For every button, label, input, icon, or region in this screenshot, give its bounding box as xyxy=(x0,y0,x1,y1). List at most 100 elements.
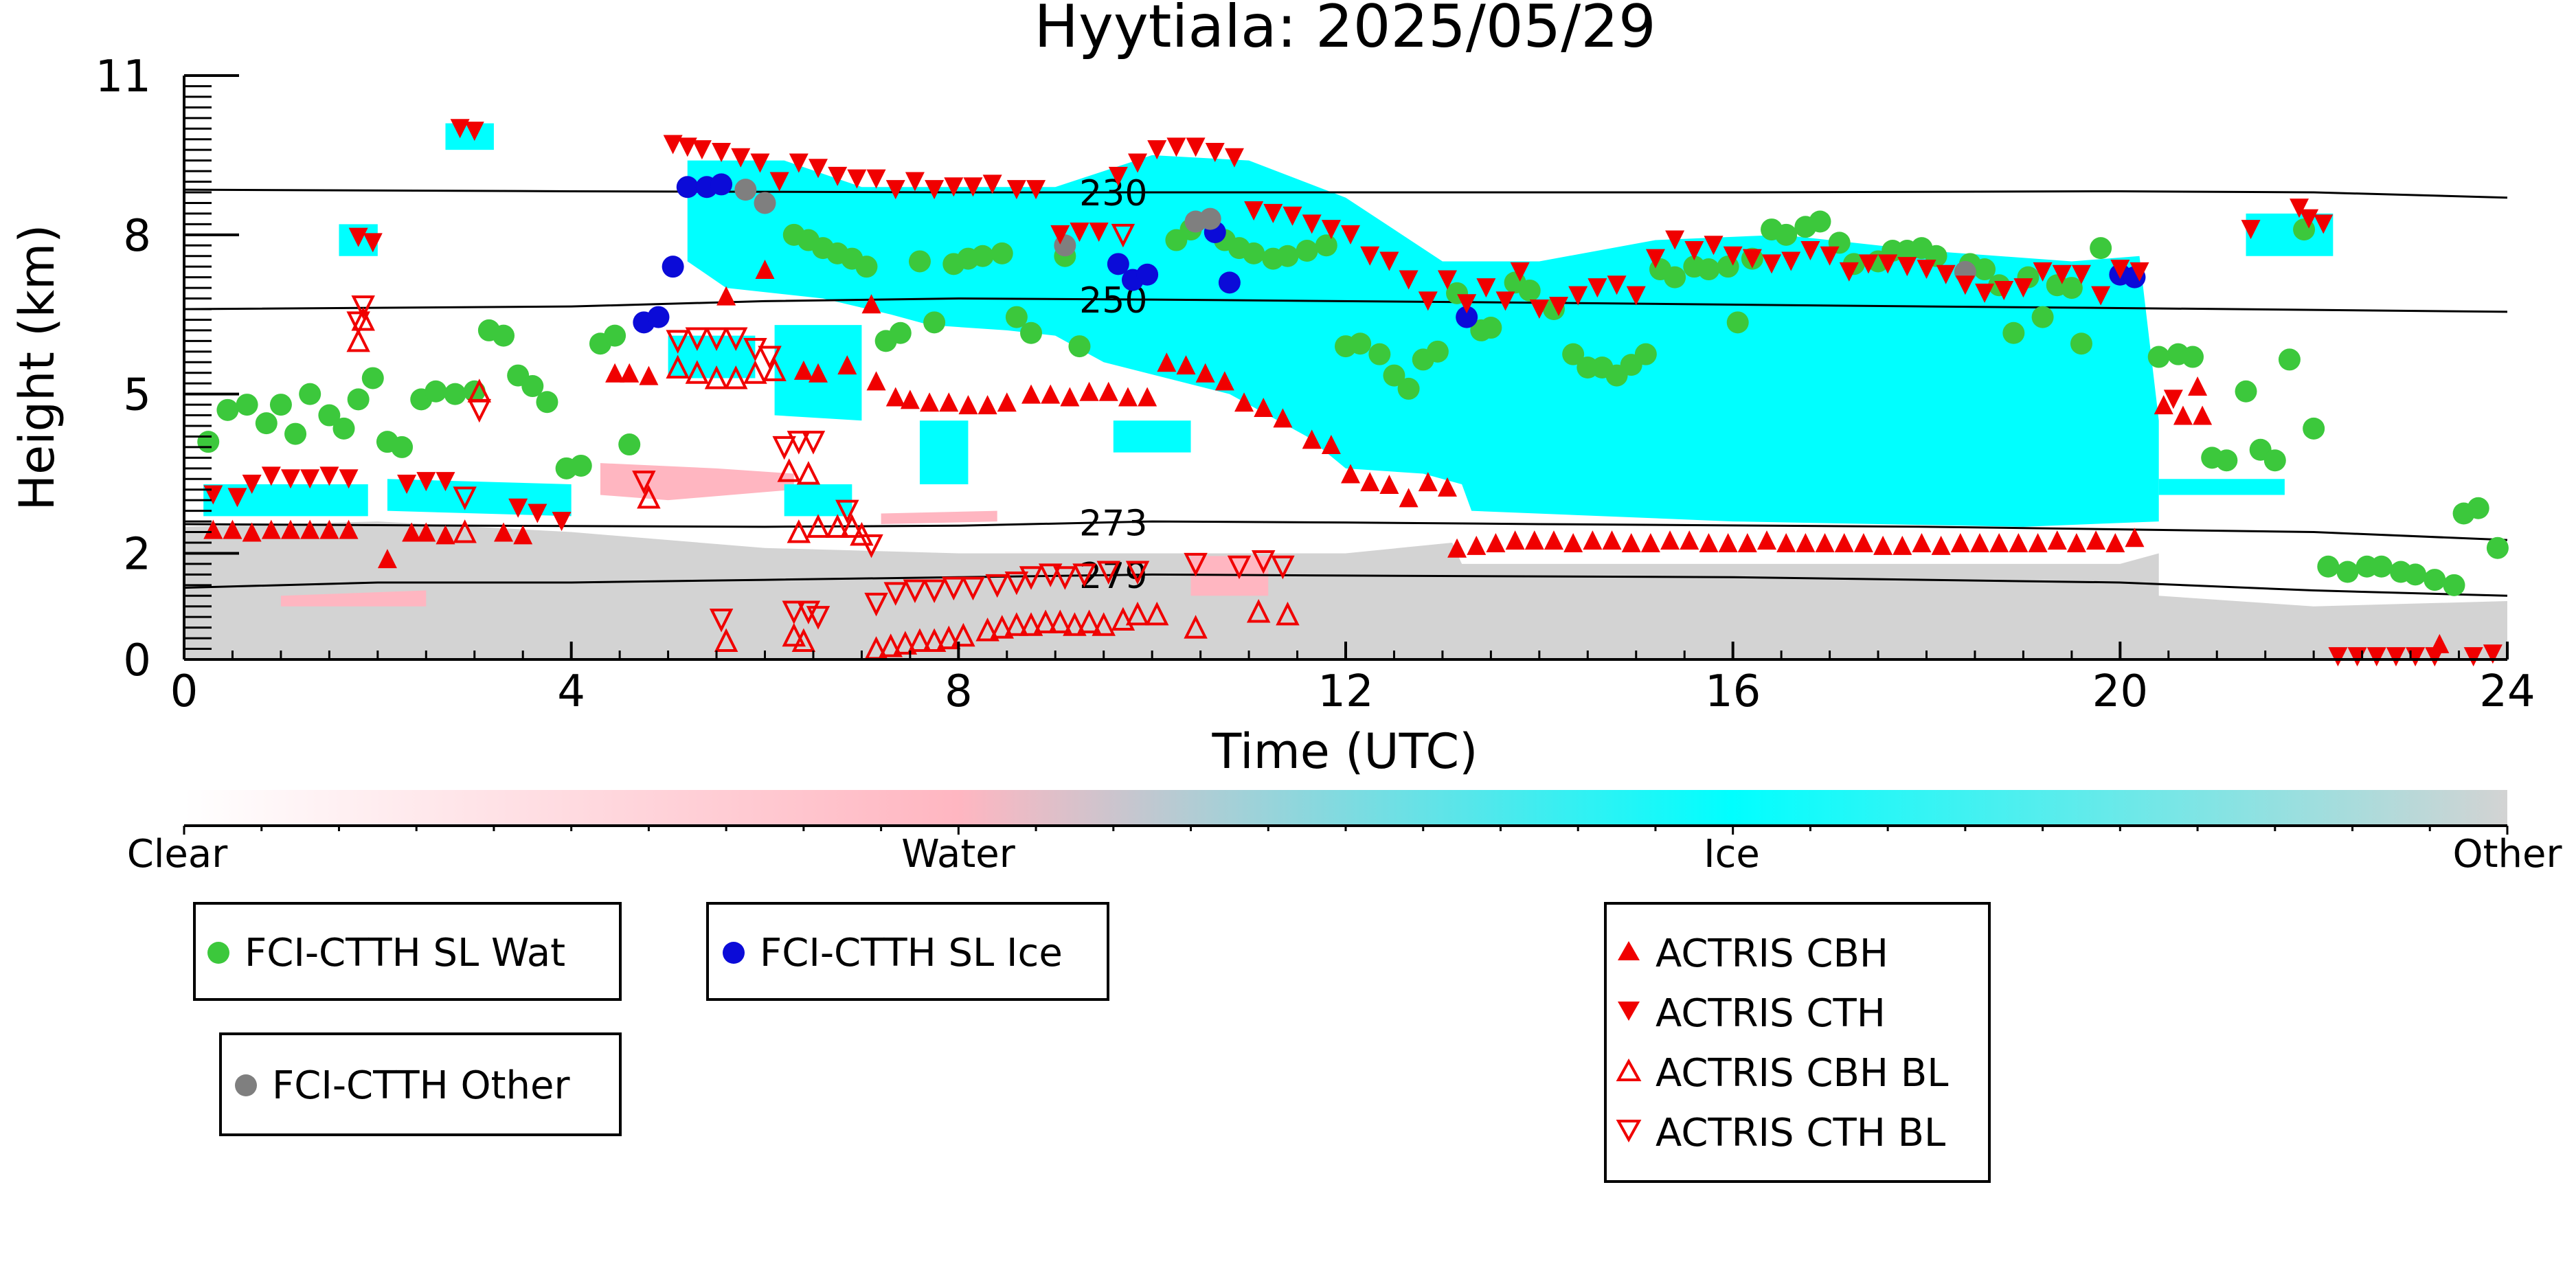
legend-fci-wat: FCI-CTTH SL Wat xyxy=(193,902,622,1001)
marker-actris-cbh xyxy=(1931,535,1951,555)
marker-fci-ctth-sl-wat xyxy=(2467,497,2489,519)
marker-actris-cbh-bl xyxy=(762,357,787,381)
isotherm-line xyxy=(183,188,2508,199)
legend-label-actris-cbh: ACTRIS CBH xyxy=(1656,931,1888,976)
marker-actris-cth xyxy=(828,166,848,186)
chart-title: Hyytiala: 2025/05/29 xyxy=(1034,0,1656,61)
marker-actris-cth xyxy=(1742,249,1762,269)
marker-actris-cth xyxy=(2163,389,2183,409)
marker-actris-cbh-bl xyxy=(1125,601,1150,626)
marker-actris-cth-bl xyxy=(351,295,375,319)
marker-actris-cth xyxy=(1626,286,1646,306)
marker-fci-ctth-sl-wat xyxy=(855,256,878,278)
marker-fci-ctth-sl-wat xyxy=(425,380,447,403)
marker-actris-cth xyxy=(436,472,455,492)
marker-actris-cbh xyxy=(605,363,625,383)
marker-actris-cth xyxy=(2110,260,2130,280)
marker-actris-cth xyxy=(1781,251,1801,271)
marker-actris-cth-bl xyxy=(985,574,1009,598)
marker-actris-cbh xyxy=(2047,530,2067,550)
marker-fci-ctth-sl-wat xyxy=(2060,277,2083,300)
marker-actris-cbh xyxy=(1447,538,1467,558)
marker-fci-ctth-sl-ice xyxy=(1107,253,1129,275)
marker-actris-cth-bl xyxy=(942,576,966,601)
marker-actris-cth xyxy=(1050,225,1070,245)
y-tick-label: 0 xyxy=(123,635,151,686)
legend-label-actris-cth-bl: ACTRIS CTH BL xyxy=(1656,1111,1945,1155)
marker-actris-cth xyxy=(925,180,945,200)
marker-actris-cbh xyxy=(1138,387,1157,407)
marker-actris-cbh-bl xyxy=(990,615,1014,639)
marker-actris-cth xyxy=(1495,291,1515,311)
marker-actris-cbh xyxy=(261,519,281,539)
marker-actris-cbh xyxy=(1418,472,1438,492)
marker-actris-cth xyxy=(1878,254,1898,274)
marker-actris-cbh xyxy=(1060,387,1080,407)
marker-actris-cth-bl xyxy=(346,311,370,335)
marker-actris-cth xyxy=(2425,647,2445,667)
marker-actris-cth-bl xyxy=(835,499,859,524)
marker-actris-cth xyxy=(1418,291,1438,311)
legend-marker-fci-wat xyxy=(207,942,229,964)
marker-actris-cth xyxy=(2241,220,2261,240)
legend-marker-actris-cth xyxy=(1618,1002,1640,1021)
marker-fci-ctth-sl-wat xyxy=(269,394,292,416)
marker-fci-ctth-sl-ice xyxy=(647,306,670,328)
marker-actris-cbh xyxy=(1341,464,1361,484)
legend-label-fci-ice: FCI-CTTH SL Ice xyxy=(760,931,1063,975)
marker-actris-cth xyxy=(982,174,1002,194)
marker-actris-cth xyxy=(2013,278,2033,298)
marker-actris-cbh xyxy=(1776,533,1796,552)
marker-fci-ctth-sl-wat xyxy=(1243,242,1265,264)
marker-actris-cbh xyxy=(1079,381,1099,401)
marker-actris-cbh xyxy=(1379,475,1399,494)
marker-actris-cth xyxy=(1529,300,1549,319)
marker-actris-cth xyxy=(1858,254,1878,274)
marker-actris-cth-bl xyxy=(1053,566,1077,590)
marker-actris-cth xyxy=(1936,264,1956,284)
marker-actris-cbh-bl xyxy=(453,519,477,543)
water-class-field xyxy=(600,463,794,501)
marker-fci-ctth-sl-wat xyxy=(284,422,307,445)
marker-actris-cth-bl xyxy=(864,592,888,617)
marker-actris-cbh-bl xyxy=(777,458,801,482)
marker-actris-cbh xyxy=(1583,530,1603,550)
marker-fci-ctth-sl-wat xyxy=(1480,317,1502,339)
marker-actris-cbh-bl xyxy=(637,484,661,509)
isotherm-label: 230 xyxy=(1079,173,1147,214)
marker-fci-ctth-sl-wat xyxy=(1068,335,1091,358)
marker-fci-ctth-sl-wat xyxy=(2317,555,2340,578)
marker-fci-ctth-sl-wat xyxy=(2031,306,2054,328)
legend-actris: ACTRIS CBH ACTRIS CTH ACTRIS CBH BL ACTR… xyxy=(1604,902,1991,1183)
marker-actris-cth xyxy=(1588,278,1607,298)
marker-actris-cbh xyxy=(339,519,359,539)
marker-actris-cbh xyxy=(1796,533,1816,552)
marker-actris-cth-bl xyxy=(961,576,985,601)
marker-actris-cth xyxy=(905,172,925,192)
marker-actris-cbh-bl xyxy=(743,360,767,384)
x-tick-label: 8 xyxy=(945,666,973,717)
marker-actris-cbh xyxy=(920,392,940,412)
marker-actris-cth xyxy=(416,472,436,492)
marker-actris-cbh xyxy=(1524,530,1544,550)
marker-actris-cbh xyxy=(1234,392,1254,412)
marker-actris-cbh-bl xyxy=(806,514,831,538)
marker-actris-cth xyxy=(397,475,417,494)
marker-fci-ctth-sl-wat xyxy=(2303,417,2325,440)
marker-actris-cbh-bl xyxy=(1184,615,1208,639)
marker-actris-cbh xyxy=(1950,533,1970,552)
marker-actris-cth-bl xyxy=(772,436,796,460)
marker-fci-ctth-sl-wat xyxy=(493,324,515,347)
marker-actris-cbh-bl xyxy=(787,519,811,543)
marker-actris-cbh xyxy=(1756,530,1776,550)
marker-fci-ctth-sl-wat xyxy=(197,431,220,453)
marker-actris-cth xyxy=(1224,148,1244,168)
marker-actris-cth xyxy=(847,169,867,189)
marker-actris-cbh xyxy=(1640,533,1660,552)
marker-actris-cth xyxy=(1476,278,1496,298)
marker-actris-cth-bl xyxy=(1184,552,1208,577)
marker-actris-cbh xyxy=(1118,387,1138,407)
marker-actris-cbh xyxy=(1563,533,1583,552)
marker-actris-cbh xyxy=(885,387,905,407)
